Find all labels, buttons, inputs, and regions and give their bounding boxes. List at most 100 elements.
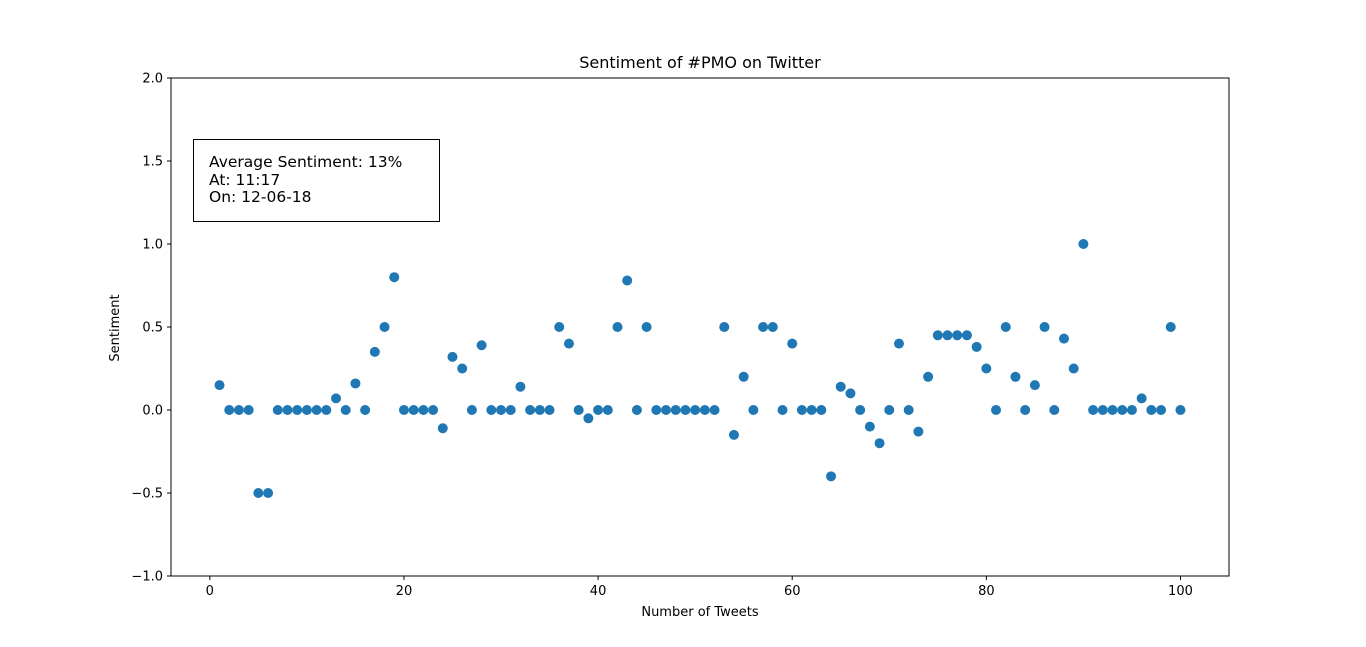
data-point bbox=[971, 341, 982, 352]
data-point bbox=[253, 488, 264, 498]
data-point bbox=[466, 405, 477, 415]
data-point bbox=[554, 322, 565, 332]
y-axis-label: Sentiment bbox=[108, 294, 123, 361]
data-point bbox=[932, 330, 943, 341]
data-point bbox=[476, 340, 487, 351]
data-point bbox=[884, 405, 895, 415]
data-point bbox=[515, 381, 526, 392]
data-point bbox=[224, 405, 235, 415]
data-point bbox=[1136, 393, 1147, 404]
data-point bbox=[719, 322, 730, 332]
y-tick-label: −1.0 bbox=[131, 570, 163, 585]
data-point bbox=[787, 338, 798, 349]
data-point bbox=[214, 380, 225, 391]
y-tick-label: 1.0 bbox=[142, 238, 163, 253]
data-point bbox=[1049, 405, 1060, 415]
y-tick-label: 0.5 bbox=[142, 321, 163, 336]
data-point bbox=[321, 405, 332, 415]
data-point bbox=[690, 405, 701, 415]
data-point bbox=[1039, 322, 1050, 332]
data-point bbox=[573, 405, 584, 415]
data-point bbox=[728, 429, 739, 440]
x-axis-label: Number of Tweets bbox=[641, 605, 759, 620]
data-point bbox=[1058, 333, 1069, 344]
y-tick-label: 0.0 bbox=[142, 404, 163, 419]
data-point bbox=[1000, 322, 1011, 332]
data-point bbox=[1029, 380, 1040, 391]
data-point bbox=[952, 330, 963, 341]
data-point bbox=[942, 330, 953, 341]
data-point bbox=[301, 405, 312, 415]
data-point bbox=[418, 405, 429, 415]
data-point bbox=[709, 405, 720, 415]
data-point bbox=[612, 322, 623, 332]
annotation-time: At: 11:17 bbox=[209, 171, 280, 189]
data-point bbox=[428, 405, 439, 415]
x-tick-label: 60 bbox=[784, 584, 801, 599]
data-point bbox=[806, 405, 817, 415]
data-point bbox=[331, 393, 342, 404]
data-point bbox=[350, 378, 361, 389]
data-point bbox=[767, 322, 778, 332]
chart-title: Sentiment of #PMO on Twitter bbox=[579, 53, 821, 72]
data-point bbox=[748, 405, 759, 415]
data-point bbox=[631, 405, 642, 415]
data-point bbox=[408, 405, 419, 415]
data-point bbox=[641, 322, 652, 332]
data-point bbox=[593, 405, 604, 415]
data-point bbox=[1165, 322, 1176, 332]
data-point bbox=[544, 405, 555, 415]
data-point bbox=[874, 438, 885, 449]
x-tick-label: 20 bbox=[396, 584, 413, 599]
data-point bbox=[1068, 363, 1079, 374]
data-point bbox=[583, 413, 594, 424]
data-point bbox=[534, 405, 545, 415]
y-tick-label: 1.5 bbox=[142, 155, 163, 170]
data-point bbox=[1107, 405, 1118, 415]
data-point bbox=[923, 371, 934, 382]
data-point bbox=[864, 421, 875, 432]
y-tick-label: −0.5 bbox=[131, 487, 163, 502]
data-point bbox=[282, 405, 293, 415]
x-tick-label: 100 bbox=[1168, 584, 1193, 599]
data-point bbox=[893, 338, 904, 349]
x-tick-label: 40 bbox=[590, 584, 607, 599]
data-point bbox=[680, 405, 691, 415]
annotation-date: On: 12-06-18 bbox=[209, 188, 312, 206]
data-point bbox=[903, 405, 914, 415]
data-point bbox=[699, 405, 710, 415]
data-point bbox=[311, 405, 322, 415]
data-point bbox=[777, 405, 788, 415]
annotation-frame bbox=[193, 139, 440, 222]
data-point bbox=[758, 322, 769, 332]
data-point bbox=[263, 488, 274, 498]
data-point bbox=[981, 363, 992, 374]
data-point bbox=[1097, 405, 1108, 415]
x-axis: 0 20 40 60 80 100 bbox=[206, 576, 1193, 599]
data-point bbox=[1126, 405, 1137, 415]
data-point bbox=[1156, 405, 1167, 415]
data-point bbox=[602, 405, 613, 415]
data-point bbox=[486, 405, 497, 415]
y-tick-label: 2.0 bbox=[142, 72, 163, 87]
data-point bbox=[379, 322, 390, 332]
data-series bbox=[214, 239, 1186, 498]
annotation-box: Average Sentiment: 13% At: 11:17 On: 12-… bbox=[193, 139, 440, 222]
annotation-average: Average Sentiment: 13% bbox=[209, 153, 402, 171]
data-point bbox=[738, 371, 749, 382]
data-point bbox=[457, 363, 468, 374]
data-point bbox=[1078, 239, 1089, 249]
data-point bbox=[845, 388, 856, 399]
data-point bbox=[961, 330, 972, 341]
y-axis: −1.0 −0.5 0.0 0.5 1.0 1.5 2.0 bbox=[131, 72, 171, 585]
data-point bbox=[913, 426, 924, 437]
data-point bbox=[855, 405, 866, 415]
data-point bbox=[991, 405, 1002, 415]
data-point bbox=[1010, 371, 1021, 382]
data-point bbox=[389, 272, 400, 283]
data-point bbox=[835, 381, 846, 392]
data-point bbox=[1088, 405, 1099, 415]
data-point bbox=[360, 405, 371, 415]
